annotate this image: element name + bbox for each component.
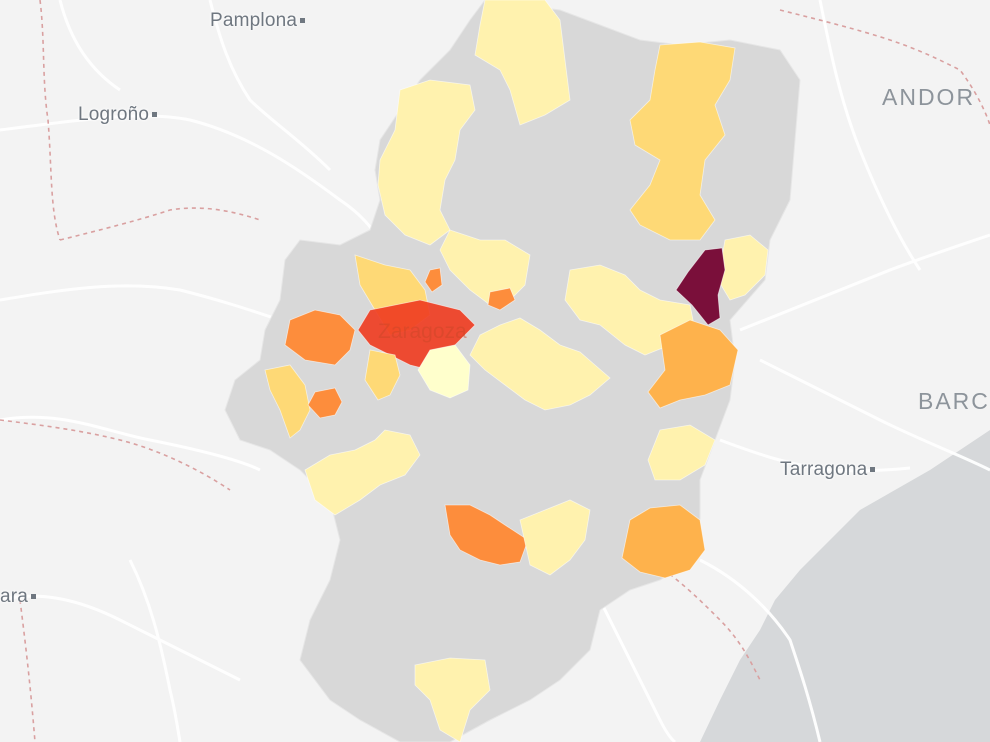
comarca-14[interactable] (675, 247, 726, 326)
city-name: Tarragona (780, 459, 868, 480)
comarca-01[interactable] (474, 0, 571, 126)
comarca-23[interactable] (487, 287, 516, 311)
comarca-17[interactable] (444, 504, 529, 566)
comarca-19[interactable] (621, 504, 706, 579)
city-label-logrono: Logroño (78, 104, 158, 126)
comarca-20[interactable] (647, 424, 716, 481)
comarca-13[interactable] (717, 234, 769, 301)
comarca-15[interactable] (364, 349, 401, 401)
city-marker-icon (300, 18, 306, 24)
city-name: ara (0, 586, 29, 607)
mediterranean-sea (700, 430, 990, 742)
city-label-zaragoza: Zaragoza (378, 320, 467, 343)
city-label-barcelona: BARC (918, 388, 990, 414)
comarca-07[interactable] (647, 319, 739, 409)
comarca-11[interactable] (307, 387, 343, 419)
city-label-guadalajara: ara (0, 586, 37, 608)
comarca-22[interactable] (424, 267, 443, 293)
country-label-andorra: ANDOR (882, 84, 976, 110)
comarca-09[interactable] (284, 309, 356, 366)
comarca-02[interactable] (377, 79, 476, 246)
comarca-21[interactable] (414, 657, 491, 742)
city-name: Pamplona (210, 10, 298, 31)
city-name: Logroño (78, 104, 150, 125)
comarca-18[interactable] (519, 499, 591, 576)
comarca-10[interactable] (264, 364, 311, 439)
comarca-24[interactable] (417, 344, 471, 399)
comarca-12[interactable] (469, 317, 611, 411)
comarca-16[interactable] (304, 429, 421, 516)
city-marker-icon (152, 112, 158, 118)
city-marker-icon (31, 594, 37, 600)
city-marker-icon (870, 467, 876, 473)
comarca-03[interactable] (629, 41, 736, 241)
choropleth-layer (264, 0, 769, 742)
city-label-tarragona: Tarragona (780, 459, 876, 481)
city-label-pamplona: Pamplona (210, 10, 306, 32)
